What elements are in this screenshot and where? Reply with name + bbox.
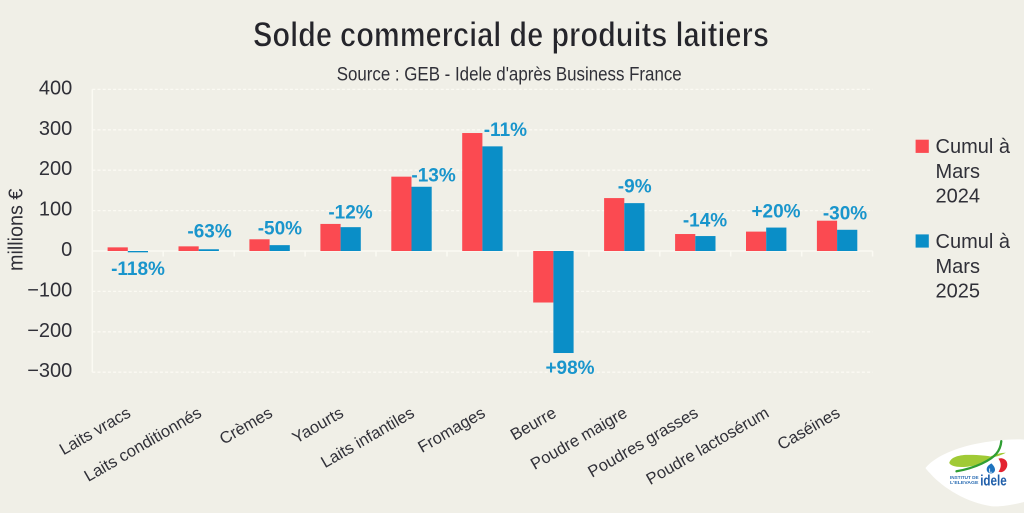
svg-text:idele: idele — [980, 473, 1007, 489]
svg-text:-63%: -63% — [187, 221, 231, 242]
svg-text:−100: −100 — [27, 279, 72, 301]
svg-text:Cumul à: Cumul à — [936, 231, 1011, 253]
svg-text:−300: −300 — [27, 360, 72, 382]
svg-text:L'ELEVAGE: L'ELEVAGE — [950, 480, 978, 485]
svg-text:Cumul à: Cumul à — [936, 136, 1011, 158]
svg-text:100: 100 — [39, 199, 72, 221]
svg-text:-9%: -9% — [618, 176, 652, 197]
svg-text:-14%: -14% — [683, 211, 727, 232]
svg-text:−200: −200 — [27, 320, 72, 342]
svg-text:+20%: +20% — [751, 202, 800, 223]
svg-text:+98%: +98% — [545, 358, 594, 379]
svg-text:-118%: -118% — [111, 259, 165, 280]
svg-text:Source : GEB - Idele d'après B: Source : GEB - Idele d'après Business Fr… — [337, 64, 682, 85]
svg-text:Mars: Mars — [936, 161, 980, 183]
svg-text:L: L — [989, 468, 993, 474]
svg-text:Solde commercial de produits l: Solde commercial de produits laitiers — [253, 16, 769, 55]
svg-text:Mars: Mars — [936, 256, 980, 278]
svg-text:300: 300 — [39, 118, 72, 140]
svg-text:INSTITUT DE: INSTITUT DE — [950, 475, 979, 480]
svg-text:-12%: -12% — [328, 203, 372, 224]
svg-text:400: 400 — [39, 77, 72, 99]
svg-text:-50%: -50% — [258, 219, 302, 240]
svg-text:2024: 2024 — [936, 186, 981, 208]
svg-text:200: 200 — [39, 158, 72, 180]
svg-text:-13%: -13% — [411, 166, 455, 187]
svg-text:0: 0 — [61, 239, 72, 261]
svg-text:-11%: -11% — [484, 120, 527, 141]
svg-text:2025: 2025 — [936, 281, 981, 303]
svg-text:-30%: -30% — [823, 204, 867, 225]
svg-text:millions €: millions € — [5, 188, 28, 271]
